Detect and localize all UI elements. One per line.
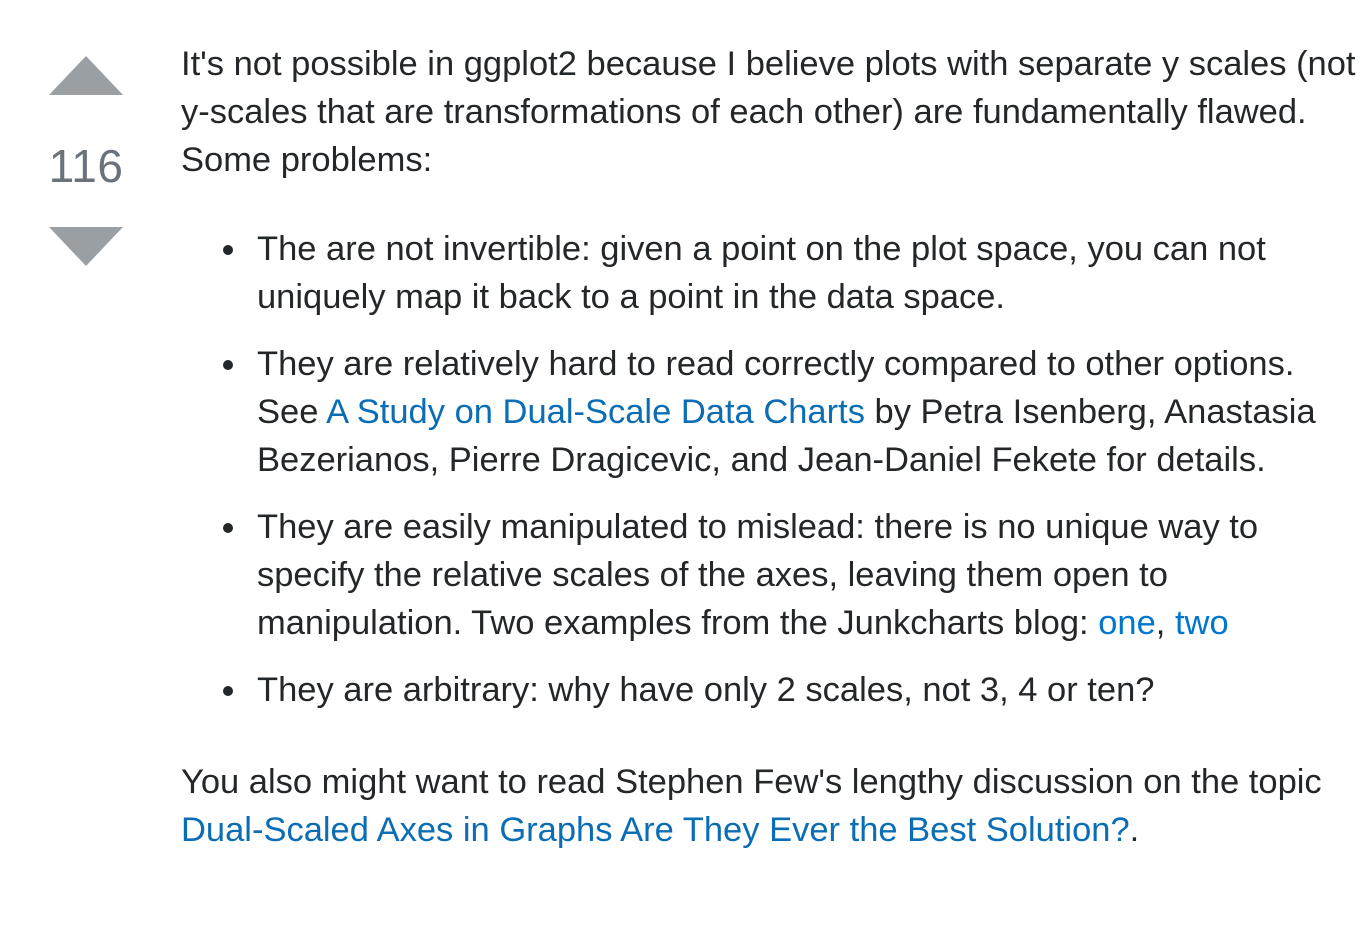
list-item: They are relatively hard to read correct… (223, 340, 1359, 484)
bullet-text: They are arbitrary: why have only 2 scal… (257, 671, 1155, 709)
list-item: They are arbitrary: why have only 2 scal… (223, 666, 1359, 714)
link-dual-scaled-axes[interactable]: Dual-Scaled Axes in Graphs Are They Ever… (181, 811, 1130, 849)
problems-list: The are not invertible: given a point on… (181, 225, 1359, 714)
bullet-text: They are relatively hard to read correct… (257, 345, 1295, 431)
downvote-button[interactable] (49, 227, 123, 266)
bullet-text: The are not invertible: given a point on… (257, 230, 1266, 316)
upvote-button[interactable] (49, 56, 123, 95)
list-item: The are not invertible: given a point on… (223, 225, 1359, 321)
post-intro: It's not possible in ggplot2 because I b… (181, 45, 1356, 179)
bullet-text: They are easily manipulated to mislead: … (257, 508, 1259, 642)
vote-count: 116 (48, 140, 124, 192)
link-junkcharts-two[interactable]: two (1174, 604, 1229, 642)
outro-period: . (1129, 811, 1140, 849)
list-item: They are easily manipulated to mislead: … (223, 503, 1359, 647)
bullet-text: by Petra Isenberg, Anastasia Bezerianos,… (257, 393, 1316, 479)
post-body: It's not possible in ggplot2 because I b… (181, 40, 1359, 854)
triangle-down-icon (49, 227, 123, 266)
outro-text: You also might want to read Stephen Few'… (181, 763, 1322, 801)
post-outro: You also might want to read Stephen Few'… (181, 758, 1359, 854)
link-junkcharts-one[interactable]: one (1098, 604, 1156, 642)
link-separator: , (1155, 604, 1175, 642)
link-dual-scale-study[interactable]: A Study on Dual-Scale Data Charts (326, 393, 865, 431)
vote-cell: 116 (44, 56, 128, 266)
triangle-up-icon (49, 56, 123, 95)
